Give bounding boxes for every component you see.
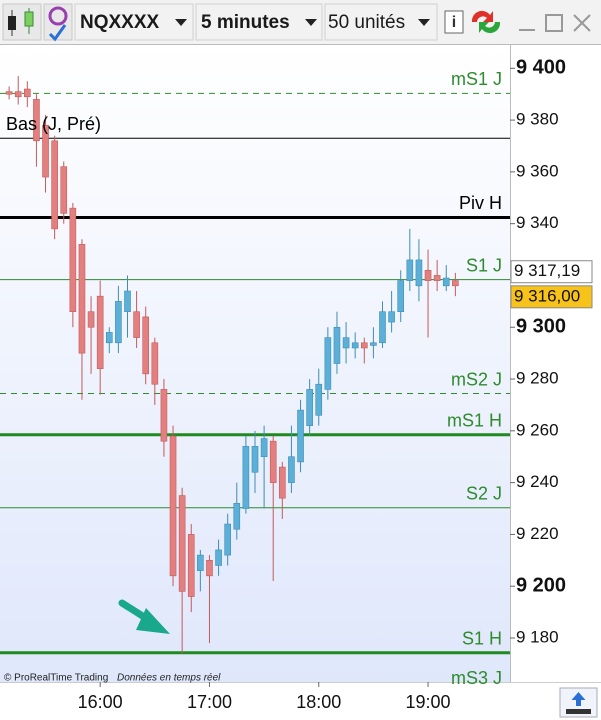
x-tick-label: 17:00 [187,692,232,712]
timeframe: 5 minutes [201,12,290,33]
level-label: Bas (J, Pré) [6,114,101,134]
candle-body [406,259,414,281]
instrument: NQXXXX [80,12,160,33]
y-tick-label: 9 280 [516,369,559,388]
level-label: mS2 J [451,369,502,389]
candle-body [14,91,22,98]
y-tick-label: 9 260 [516,420,559,439]
candle-body [160,389,168,442]
level-label: mS1 J [451,69,502,89]
plot [0,76,510,655]
scroll-button[interactable] [559,687,598,718]
y-tick-label: 9 180 [516,627,559,646]
y-tick-label: 9 400 [516,57,566,79]
candle-body [115,301,122,344]
candle-body [370,342,377,346]
price-marker [510,260,593,284]
level-label: S1 H [462,628,502,648]
candle-body [42,124,49,178]
level-label: mS1 H [447,410,502,430]
svg-text:i: i [452,14,456,31]
price-marker-label: 9 316,00 [514,286,580,305]
candle-body [315,383,323,416]
candle-body [288,456,295,483]
candle-body [197,554,204,571]
units: 50 unités [328,12,405,33]
y-tick-label: 9 300 [516,316,566,338]
candle-body [251,446,259,473]
y-tick-label: 9 220 [516,524,559,543]
window-controls[interactable] [519,14,591,32]
y-tick-label: 9 360 [516,161,559,180]
candle-body [87,311,95,328]
candle-body [96,295,104,369]
candle-body [388,311,395,323]
chart-style-button[interactable] [2,3,42,41]
candle-body [424,269,432,281]
refresh-button[interactable] [471,10,501,34]
candle-body [342,337,350,349]
price-axis-background [510,45,601,682]
candle-body [269,440,277,483]
indicator-button[interactable] [43,3,73,42]
candle-body [297,409,304,463]
candle-body [105,332,113,344]
candle-body [133,311,140,338]
price-marker [510,285,593,309]
candle-body [279,466,286,499]
candle-body [360,342,368,349]
level-label: S1 J [466,255,502,275]
candle-body [51,140,58,230]
candle-body [33,99,40,142]
x-tick-label: 18:00 [296,692,341,712]
candle-body [224,523,231,556]
level-label: S2 J [466,483,502,503]
candle-body [60,166,68,214]
candle-body [187,534,195,597]
candle-body [397,280,405,313]
copyright: © ProRealTime Trading [4,673,108,684]
level-label: Piv H [459,193,502,213]
y-tick-label: 9 380 [516,110,559,129]
candle-body [324,337,332,390]
price-marker-label: 9 317,19 [514,261,580,280]
candle-body [433,275,441,281]
annotation-arrow [118,599,170,634]
candle-body [442,277,450,287]
plot-background [0,45,510,682]
candle-body [142,316,150,375]
candle-body [452,280,459,287]
candle-body [169,435,177,577]
candle-body [233,503,241,530]
level-label: mS3 J [451,668,502,688]
data-note: Données en temps réel [117,673,221,684]
candle-body [24,88,31,98]
x-tick-label: 16:00 [78,692,123,712]
candle-body [379,311,386,344]
candle-body [215,549,222,566]
candle-body [206,559,213,577]
info-button[interactable]: i [444,10,464,34]
candle-body [124,290,131,313]
y-tick-label: 9 340 [516,213,559,232]
candle-body [5,91,13,95]
candle-body [78,244,86,354]
candle-body [69,207,77,313]
candle-body [242,446,250,509]
candle-body [351,342,359,349]
instrument-selector[interactable]: NQXXXX [74,3,194,41]
time-axis-background [0,682,601,720]
timeframe-selector[interactable]: 5 minutes [195,3,323,41]
candle-body [306,389,313,426]
candle-body [260,438,268,458]
y-tick-label: 9 200 [516,574,566,596]
candle-body [151,342,159,385]
candle-body [178,495,186,592]
x-tick-label: 19:00 [406,692,451,712]
units-selector[interactable]: 50 unités [324,3,438,41]
y-tick-label: 9 240 [516,472,559,491]
candle-body [415,259,423,287]
candle-body [333,326,341,364]
